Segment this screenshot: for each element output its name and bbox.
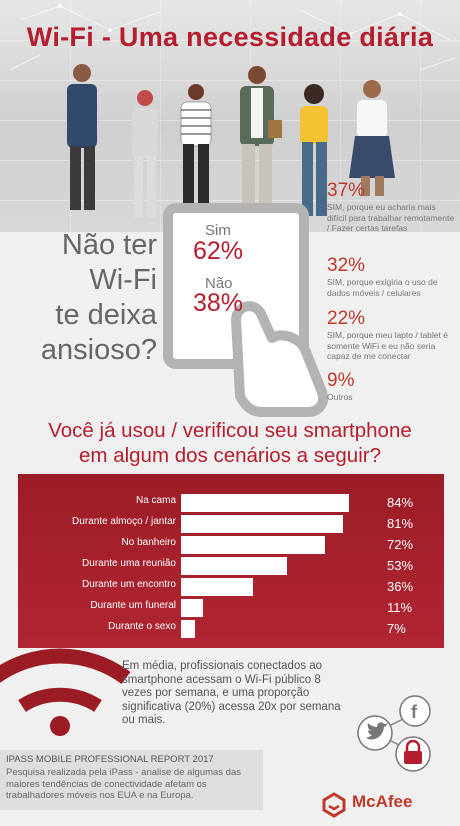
bar-label: Durante uma reunião — [82, 558, 176, 569]
report-body: Pesquisa realizada pela iPass - analise … — [6, 767, 241, 801]
bar-label: Durante um funeral — [90, 600, 176, 611]
person-1 — [67, 64, 97, 210]
bar-value-label: 84% — [387, 495, 414, 510]
twitter-icon — [357, 715, 393, 751]
wifi-usage-text: Em média, profissionais conectados ao sm… — [122, 660, 341, 726]
bar-label: Na cama — [135, 495, 176, 506]
bar-label: No banheiro — [121, 537, 176, 548]
bar — [181, 599, 203, 617]
brand-logo-text: McAfee — [352, 792, 413, 811]
bar-label: Durante almoço / jantar — [72, 516, 176, 527]
bar-label: Durante um encontro — [82, 579, 176, 590]
bar-value-label: 36% — [387, 579, 414, 594]
page-title: Wi-Fi - Uma necessidade diária — [26, 22, 434, 52]
bar-row: Durante almoço / jantar 81% — [18, 515, 444, 533]
bar-row: Na cama 84% — [18, 494, 444, 512]
bar-row: Durante o sexo 7% — [18, 620, 444, 638]
question-line-3: te deixa — [55, 299, 157, 331]
stat-2-text: SIM, porque exigiria o uso de dados móve… — [327, 277, 438, 298]
hero-photo: Wi-Fi - Uma necessidade diária — [0, 0, 460, 232]
no-label: Não — [205, 275, 233, 292]
stat-1-text: SIM, porque eu acharia mais difícil para… — [327, 202, 455, 233]
stat-4-pct: 9% — [327, 370, 355, 391]
yes-label: Sim — [205, 222, 231, 239]
bar-value-label: 11% — [387, 600, 413, 615]
bar — [181, 515, 343, 533]
stat-4-text: Outros — [327, 392, 353, 402]
bar-value-label: 72% — [387, 537, 414, 552]
no-value: 38% — [193, 289, 244, 317]
question-line-1: Não ter — [61, 229, 157, 261]
bar — [181, 578, 253, 596]
bar — [181, 536, 325, 554]
lock-icon — [395, 736, 431, 772]
svg-text:f: f — [411, 702, 418, 722]
yes-value: 62% — [193, 237, 244, 265]
network-lines — [9, 4, 456, 71]
bar-row: Durante um funeral 11% — [18, 599, 444, 617]
stat-3-pct: 22% — [327, 308, 366, 329]
anxiety-question: Não ter Wi-Fi te deixa ansioso? — [22, 228, 157, 368]
bar-value-label: 7% — [387, 621, 406, 636]
bar-label: Durante o sexo — [108, 621, 176, 632]
bar — [181, 494, 349, 512]
bar-value-label: 81% — [387, 516, 414, 531]
bar — [181, 557, 287, 575]
bar-value-label: 53% — [387, 558, 414, 573]
people-illustration — [67, 64, 395, 218]
scenario-question-line-1: Você já usou / verificou seu smartphone — [48, 419, 412, 442]
question-line-2: Wi-Fi — [89, 264, 157, 296]
question-line-4: ansioso? — [40, 334, 157, 366]
report-source-box: IPASS MOBILE PROFESSIONAL REPORT 2017 Pe… — [0, 750, 263, 810]
scenario-bar-chart: Na cama 84% Durante almoço / jantar 81% No b… — [18, 474, 444, 648]
bar — [181, 620, 195, 638]
report-title: IPASS MOBILE PROFESSIONAL REPORT 2017 — [6, 754, 214, 765]
bar-row: Durante um encontro 36% — [18, 578, 444, 596]
stat-3-text: SIM, porque meu lapto / tablet é somente… — [327, 330, 448, 361]
scenario-question-line-2: em algum dos cenários a seguir? — [79, 444, 381, 467]
scenario-question: Você já usou / verificou seu smartphone … — [0, 418, 460, 468]
stat-1-pct: 37% — [327, 180, 366, 201]
bar-row: Durante uma reunião 53% — [18, 557, 444, 575]
stat-2-pct: 32% — [327, 255, 366, 276]
bar-row: No banheiro 72% — [18, 536, 444, 554]
facebook-icon: f — [399, 695, 431, 727]
